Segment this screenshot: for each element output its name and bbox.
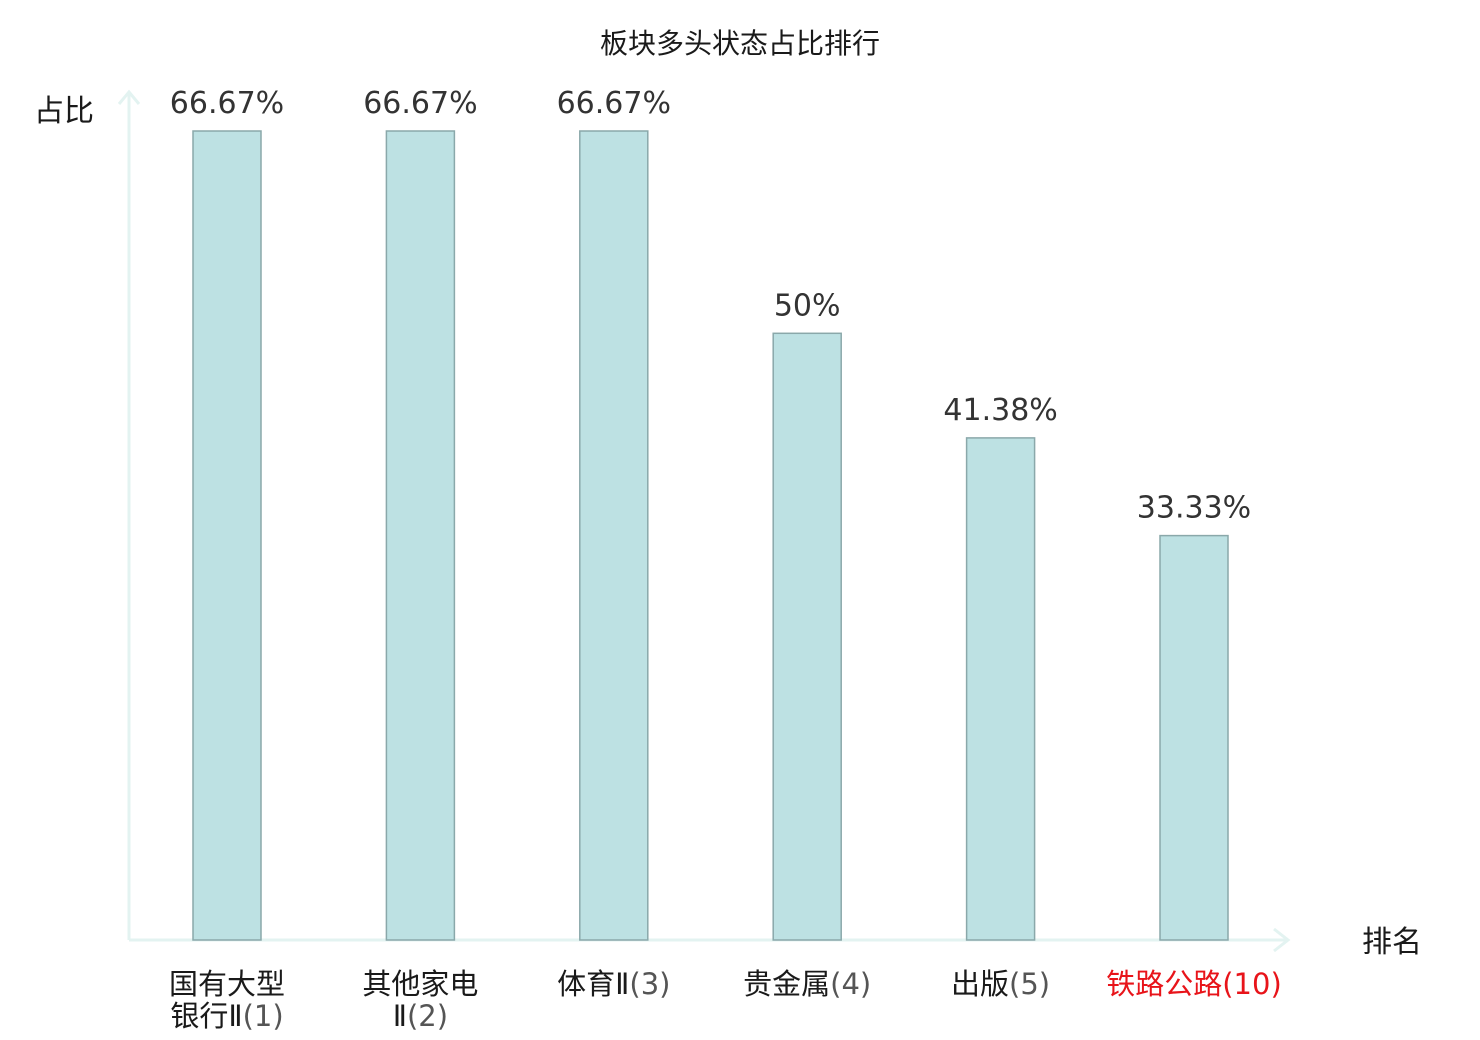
category-label-4: 贵金属(4): [743, 967, 871, 1001]
category-name: Ⅱ: [393, 999, 407, 1033]
bar-1: [192, 130, 262, 941]
value-label-2: 66.67%: [363, 86, 477, 121]
bar-2: [385, 130, 456, 941]
axes: [117, 89, 1291, 953]
category-label-line: 其他家电: [362, 967, 478, 1001]
category-label-line: Ⅱ(2): [393, 999, 448, 1033]
category-rank: (10): [1222, 967, 1282, 1001]
bar-5: [965, 437, 1036, 941]
y-axis-arrow-icon: [117, 89, 141, 105]
category-rank: (3): [629, 967, 670, 1001]
category-label-line: 贵金属(4): [743, 967, 871, 1001]
bar-6: [1159, 534, 1229, 941]
chart-title: 板块多头状态占比排行: [600, 27, 880, 60]
category-rank: (1): [243, 999, 284, 1033]
value-label-3: 66.67%: [557, 86, 671, 121]
category-label-line: 出版(5): [951, 967, 1050, 1001]
category-name: 国有大型: [169, 967, 285, 1001]
value-label-5: 41.38%: [943, 393, 1057, 428]
category-label-line: 铁路公路(10): [1106, 967, 1282, 1001]
category-rank: (4): [830, 967, 871, 1001]
category-label-line: 体育Ⅱ(3): [557, 967, 670, 1001]
category-rank: (2): [407, 999, 448, 1033]
category-name: 银行Ⅱ: [170, 999, 242, 1033]
category-label-line: 国有大型: [169, 967, 285, 1001]
category-label-5: 出版(5): [951, 967, 1050, 1001]
category-label-6: 铁路公路(10): [1106, 967, 1282, 1001]
value-labels: 66.67% 66.67% 66.67% 50% 41.38% 33.33%: [170, 86, 1251, 526]
category-name: 铁路公路: [1106, 967, 1222, 1001]
value-label-4: 50%: [774, 288, 841, 323]
bar-3: [579, 130, 649, 941]
category-rank: (5): [1009, 967, 1050, 1001]
category-name: 体育Ⅱ: [557, 967, 629, 1001]
category-label-3: 体育Ⅱ(3): [557, 967, 670, 1001]
value-label-1: 66.67%: [170, 86, 284, 121]
x-axis-arrow-icon: [1273, 927, 1291, 953]
category-label-line: 银行Ⅱ(1): [170, 999, 283, 1033]
category-name: 贵金属: [743, 967, 830, 1001]
bar-4: [772, 332, 842, 941]
category-name: 出版: [951, 967, 1009, 1001]
bars: [192, 130, 1229, 941]
value-label-6: 33.33%: [1137, 491, 1251, 526]
y-axis-label: 占比: [34, 94, 94, 129]
x-axis-label: 排名: [1362, 925, 1422, 960]
category-name: 其他家电: [362, 967, 478, 1001]
